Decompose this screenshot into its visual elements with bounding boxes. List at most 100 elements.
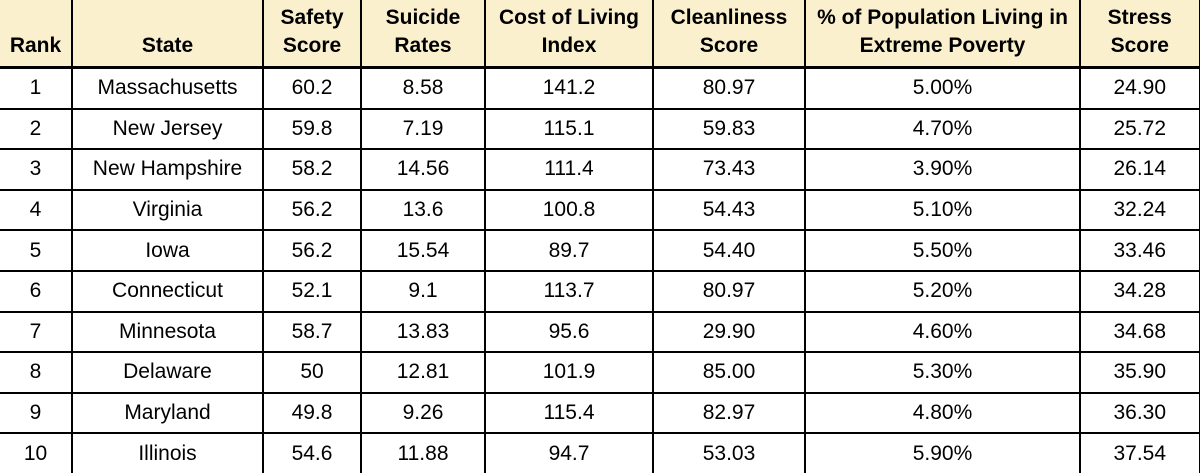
- cell-cost_of_living_index: 94.7: [484, 432, 654, 473]
- cell-poverty_pct: 5.90%: [804, 432, 1081, 473]
- cell-cleanliness_score: 82.97: [652, 391, 806, 435]
- cell-rank: 8: [0, 351, 73, 394]
- cell-poverty_pct: 5.00%: [804, 66, 1081, 110]
- cell-stress_score: 37.54: [1079, 432, 1200, 473]
- cell-state: Iowa: [71, 229, 264, 272]
- table-row: 6 Connecticut 52.1 9.1 113.7 80.97 5.20% 34.28: [0, 269, 1200, 313]
- cell-state: New Hampshire: [71, 148, 264, 191]
- table-row: 8 Delaware 50 12.81 101.9 85.00 5.30% 35.90: [0, 351, 1200, 394]
- cell-stress_score: 35.90: [1079, 351, 1200, 394]
- column-header-cleanliness-score: Cleanliness Score: [652, 0, 806, 69]
- cell-safety_score: 58.2: [262, 148, 362, 191]
- cell-rank: 9: [0, 391, 73, 435]
- cell-stress_score: 34.28: [1079, 269, 1200, 313]
- cell-stress_score: 33.46: [1079, 229, 1200, 272]
- cell-poverty_pct: 5.20%: [804, 269, 1081, 313]
- table-row: 5 Iowa 56.2 15.54 89.7 54.40 5.50% 33.46: [0, 229, 1200, 272]
- cell-safety_score: 49.8: [262, 391, 362, 435]
- cell-suicide_rates: 12.81: [360, 351, 486, 394]
- cell-cost_of_living_index: 115.4: [484, 391, 654, 435]
- cell-cleanliness_score: 59.83: [652, 107, 806, 151]
- cell-poverty_pct: 4.70%: [804, 107, 1081, 151]
- cell-cost_of_living_index: 95.6: [484, 310, 654, 354]
- cell-cost_of_living_index: 141.2: [484, 66, 654, 110]
- cell-stress_score: 34.68: [1079, 310, 1200, 354]
- cell-poverty_pct: 5.50%: [804, 229, 1081, 272]
- cell-rank: 6: [0, 269, 73, 313]
- cell-cleanliness_score: 80.97: [652, 66, 806, 110]
- cell-suicide_rates: 9.26: [360, 391, 486, 435]
- cell-poverty_pct: 4.80%: [804, 391, 1081, 435]
- cell-cleanliness_score: 80.97: [652, 269, 806, 313]
- cell-cleanliness_score: 54.40: [652, 229, 806, 272]
- cell-safety_score: 50: [262, 351, 362, 394]
- header-row: Rank State Safety Score Suicide Rates Co…: [0, 0, 1200, 69]
- cell-suicide_rates: 7.19: [360, 107, 486, 151]
- cell-state: Illinois: [71, 432, 264, 473]
- column-header-rank: Rank: [0, 0, 73, 69]
- cell-cost_of_living_index: 100.8: [484, 188, 654, 232]
- cell-cost_of_living_index: 115.1: [484, 107, 654, 151]
- cell-cleanliness_score: 29.90: [652, 310, 806, 354]
- cell-poverty_pct: 5.10%: [804, 188, 1081, 232]
- column-header-poverty-pct: % of Population Living in Extreme Povert…: [804, 0, 1081, 69]
- cell-state: Delaware: [71, 351, 264, 394]
- cell-suicide_rates: 11.88: [360, 432, 486, 473]
- cell-state: Connecticut: [71, 269, 264, 313]
- cell-suicide_rates: 15.54: [360, 229, 486, 272]
- cell-cleanliness_score: 73.43: [652, 148, 806, 191]
- table-row: 1 Massachusetts 60.2 8.58 141.2 80.97 5.00% 24.…: [0, 66, 1200, 110]
- cell-suicide_rates: 8.58: [360, 66, 486, 110]
- cell-stress_score: 26.14: [1079, 148, 1200, 191]
- cell-safety_score: 56.2: [262, 229, 362, 272]
- cell-safety_score: 54.6: [262, 432, 362, 473]
- table-row: 7 Minnesota 58.7 13.83 95.6 29.90 4.60% 34.68: [0, 310, 1200, 354]
- cell-safety_score: 60.2: [262, 66, 362, 110]
- cell-suicide_rates: 13.83: [360, 310, 486, 354]
- cell-state: Minnesota: [71, 310, 264, 354]
- cell-state: Maryland: [71, 391, 264, 435]
- cell-rank: 7: [0, 310, 73, 354]
- cell-poverty_pct: 5.30%: [804, 351, 1081, 394]
- cell-poverty_pct: 3.90%: [804, 148, 1081, 191]
- column-header-cost-of-living-index: Cost of Living Index: [484, 0, 654, 69]
- table-row: 4 Virginia 56.2 13.6 100.8 54.43 5.10% 32.24: [0, 188, 1200, 232]
- cell-poverty_pct: 4.60%: [804, 310, 1081, 354]
- cell-suicide_rates: 14.56: [360, 148, 486, 191]
- cell-rank: 1: [0, 66, 73, 110]
- table-body: 1 Massachusetts 60.2 8.58 141.2 80.97 5.00% 24.…: [0, 66, 1200, 473]
- cell-stress_score: 36.30: [1079, 391, 1200, 435]
- cell-rank: 4: [0, 188, 73, 232]
- table-row: 2 New Jersey 59.8 7.19 115.1 59.83 4.70% 25.72: [0, 107, 1200, 151]
- cell-stress_score: 32.24: [1079, 188, 1200, 232]
- column-header-stress-score: Stress Score: [1079, 0, 1200, 69]
- cell-safety_score: 58.7: [262, 310, 362, 354]
- cell-stress_score: 24.90: [1079, 66, 1200, 110]
- column-header-suicide-rates: Suicide Rates: [360, 0, 486, 69]
- cell-state: New Jersey: [71, 107, 264, 151]
- column-header-safety-score: Safety Score: [262, 0, 362, 69]
- cell-state: Massachusetts: [71, 66, 264, 110]
- cell-cost_of_living_index: 111.4: [484, 148, 654, 191]
- cell-safety_score: 56.2: [262, 188, 362, 232]
- cell-stress_score: 25.72: [1079, 107, 1200, 151]
- column-header-state: State: [71, 0, 264, 69]
- cell-safety_score: 52.1: [262, 269, 362, 313]
- cell-cost_of_living_index: 101.9: [484, 351, 654, 394]
- cell-rank: 2: [0, 107, 73, 151]
- table-row: 10 Illinois 54.6 11.88 94.7 53.03 5.90% 37.54: [0, 432, 1200, 473]
- cell-cost_of_living_index: 113.7: [484, 269, 654, 313]
- table-header: Rank State Safety Score Suicide Rates Co…: [0, 0, 1200, 69]
- cell-rank: 3: [0, 148, 73, 191]
- cell-cost_of_living_index: 89.7: [484, 229, 654, 272]
- table-row: 3 New Hampshire 58.2 14.56 111.4 73.43 3.90% 26…: [0, 148, 1200, 191]
- cell-state: Virginia: [71, 188, 264, 232]
- cell-cleanliness_score: 53.03: [652, 432, 806, 473]
- table-row: 9 Maryland 49.8 9.26 115.4 82.97 4.80% 36.30: [0, 391, 1200, 435]
- cell-safety_score: 59.8: [262, 107, 362, 151]
- cell-suicide_rates: 13.6: [360, 188, 486, 232]
- cell-suicide_rates: 9.1: [360, 269, 486, 313]
- cell-rank: 10: [0, 432, 73, 473]
